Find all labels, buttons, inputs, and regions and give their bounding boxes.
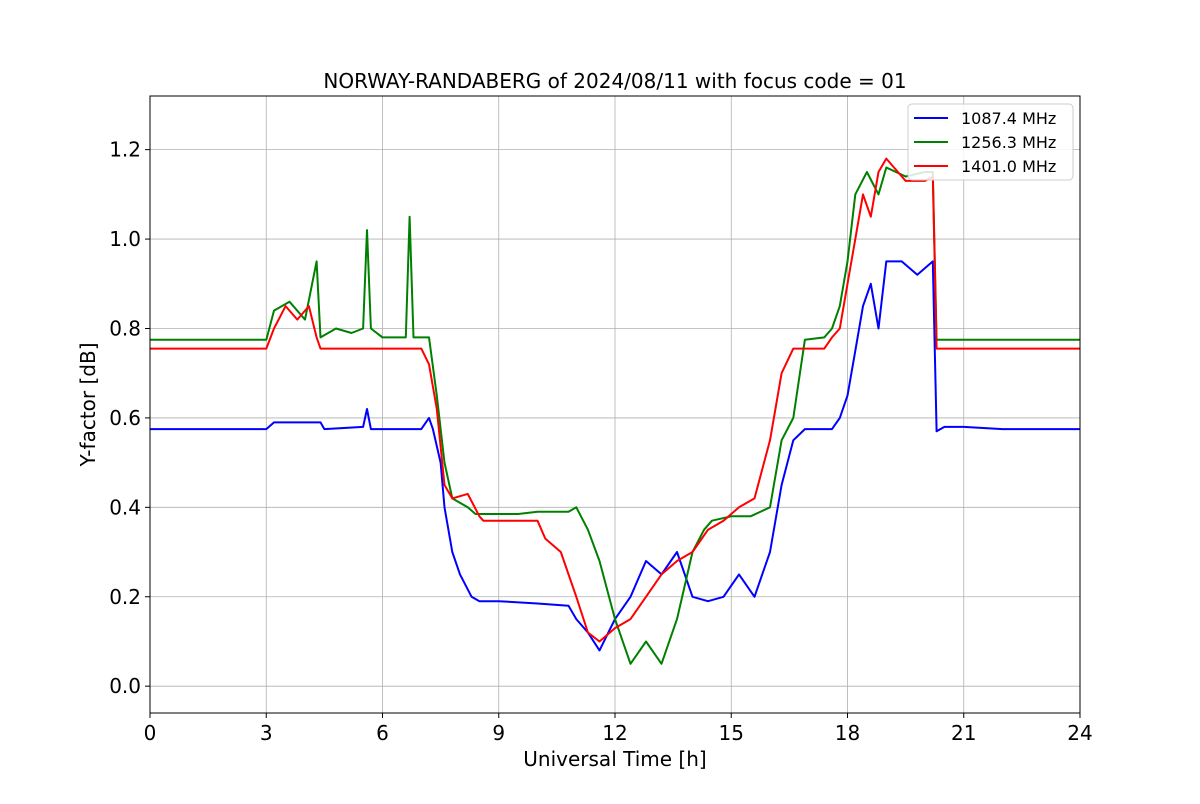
y-tick-label: 0.0 [109, 674, 141, 698]
y-tick-label: 1.0 [109, 227, 141, 251]
y-tick-label: 0.2 [109, 585, 141, 609]
x-tick-label: 21 [951, 721, 976, 745]
tick-layer: 0 3 6 9 12 15 18 21 24 0.0 0.2 0.4 0.6 0.8 1.0 1.2 [109, 138, 1093, 745]
y-tick-label: 0.8 [109, 316, 141, 340]
x-tick-label: 6 [376, 721, 389, 745]
y-axis-label: Y-factor [dB] [76, 342, 100, 467]
grid [149, 96, 1081, 713]
x-tick-label: 12 [602, 721, 627, 745]
y-tick-label: 0.6 [109, 406, 141, 430]
x-tick-label: 15 [719, 721, 744, 745]
series-layer [150, 157, 1080, 665]
x-tick-label: 24 [1067, 721, 1092, 745]
series-line [150, 157, 1080, 643]
y-tick-label: 1.2 [109, 138, 141, 162]
x-tick-label: 0 [144, 721, 157, 745]
chart-title: NORWAY-RANDABERG of 2024/08/11 with focu… [323, 69, 906, 93]
legend-label: 1401.0 MHz [961, 157, 1056, 176]
legend-label: 1256.3 MHz [961, 133, 1056, 152]
y-tick-label: 0.4 [109, 495, 141, 519]
legend: 1087.4 MHz 1256.3 MHz 1401.0 MHz [907, 103, 1074, 181]
legend-box [907, 103, 1074, 181]
x-axis-label: Universal Time [h] [523, 747, 706, 771]
series-line [150, 166, 1080, 665]
legend-label: 1087.4 MHz [961, 109, 1056, 128]
x-tick-label: 3 [260, 721, 273, 745]
x-tick-label: 18 [835, 721, 860, 745]
x-tick-label: 9 [492, 721, 505, 745]
